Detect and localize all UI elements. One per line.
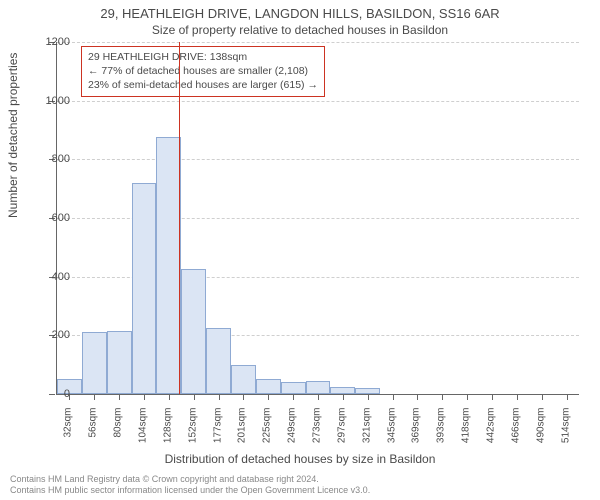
x-tick	[243, 394, 244, 400]
y-tick-label: 1200	[30, 36, 70, 48]
gridline	[57, 159, 579, 160]
histogram-bar	[306, 381, 331, 394]
x-tick	[293, 394, 294, 400]
x-tick-label: 56sqm	[88, 408, 99, 458]
x-tick	[368, 394, 369, 400]
x-tick-label: 225sqm	[262, 408, 273, 458]
x-tick-label: 297sqm	[336, 408, 347, 458]
y-tick-label: 400	[30, 271, 70, 283]
histogram-bar	[156, 137, 181, 394]
x-tick-label: 80sqm	[113, 408, 124, 458]
x-tick	[268, 394, 269, 400]
gridline	[57, 101, 579, 102]
x-tick-label: 201sqm	[237, 408, 248, 458]
x-tick-label: 442sqm	[486, 408, 497, 458]
histogram-bar	[231, 365, 256, 394]
x-tick	[119, 394, 120, 400]
x-tick-label: 152sqm	[187, 408, 198, 458]
footer-attribution: Contains HM Land Registry data © Crown c…	[10, 474, 370, 496]
chart-title-main: 29, HEATHLEIGH DRIVE, LANGDON HILLS, BAS…	[0, 0, 600, 21]
x-tick	[343, 394, 344, 400]
x-tick-label: 177sqm	[212, 408, 223, 458]
x-tick-label: 490sqm	[535, 408, 546, 458]
y-tick-label: 600	[30, 212, 70, 224]
x-tick	[467, 394, 468, 400]
x-tick	[169, 394, 170, 400]
x-tick-label: 32sqm	[63, 408, 74, 458]
x-tick-label: 249sqm	[287, 408, 298, 458]
x-tick	[517, 394, 518, 400]
plot-area: 29 HEATHLEIGH DRIVE: 138sqm ← 77% of det…	[56, 42, 579, 395]
x-tick	[393, 394, 394, 400]
x-tick	[94, 394, 95, 400]
y-tick-label: 800	[30, 153, 70, 165]
x-tick-label: 321sqm	[361, 408, 372, 458]
x-tick-label: 273sqm	[312, 408, 323, 458]
info-line-3: 23% of semi-detached houses are larger (…	[88, 78, 318, 92]
x-tick	[417, 394, 418, 400]
info-line-2: ← 77% of detached houses are smaller (2,…	[88, 64, 318, 78]
gridline	[57, 42, 579, 43]
x-tick	[219, 394, 220, 400]
x-tick	[144, 394, 145, 400]
histogram-bar	[107, 331, 132, 394]
x-tick-label: 466sqm	[510, 408, 521, 458]
marker-info-box: 29 HEATHLEIGH DRIVE: 138sqm ← 77% of det…	[81, 46, 325, 97]
x-tick-label: 369sqm	[411, 408, 422, 458]
x-tick-label: 104sqm	[138, 408, 149, 458]
x-tick-label: 514sqm	[560, 408, 571, 458]
x-tick	[194, 394, 195, 400]
x-tick	[442, 394, 443, 400]
histogram-bar	[132, 183, 157, 394]
y-axis-label: Number of detached properties	[6, 53, 20, 218]
histogram-bar	[181, 269, 206, 394]
histogram-bar	[206, 328, 231, 394]
x-tick	[318, 394, 319, 400]
reference-marker-line	[179, 42, 180, 394]
info-line-1: 29 HEATHLEIGH DRIVE: 138sqm	[88, 50, 318, 64]
histogram-bar	[330, 387, 355, 394]
histogram-bar	[82, 332, 107, 394]
x-tick-label: 345sqm	[386, 408, 397, 458]
footer-line-2: Contains HM public sector information li…	[10, 485, 370, 496]
x-tick-label: 393sqm	[436, 408, 447, 458]
x-tick	[492, 394, 493, 400]
x-tick-label: 418sqm	[461, 408, 472, 458]
chart-title-sub: Size of property relative to detached ho…	[0, 21, 600, 37]
x-tick-label: 128sqm	[162, 408, 173, 458]
histogram-bar	[256, 379, 281, 394]
y-tick-label: 0	[30, 388, 70, 400]
x-tick	[567, 394, 568, 400]
y-tick-label: 200	[30, 329, 70, 341]
footer-line-1: Contains HM Land Registry data © Crown c…	[10, 474, 370, 485]
x-tick	[542, 394, 543, 400]
y-tick-label: 1000	[30, 95, 70, 107]
histogram-bar	[281, 382, 306, 394]
